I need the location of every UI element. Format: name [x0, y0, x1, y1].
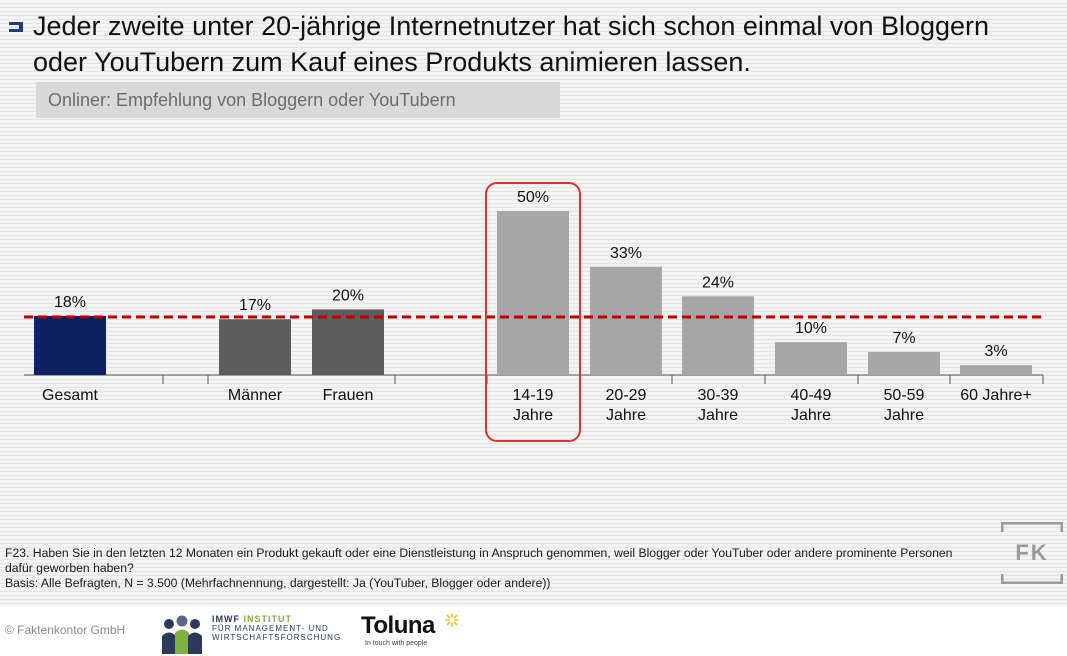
bar-3	[497, 211, 569, 375]
imwf-logo-icon	[162, 615, 202, 654]
footnote: F23. Haben Sie in den letzten 12 Monaten…	[5, 546, 965, 591]
imwf-name: IMWF	[212, 614, 244, 624]
imwf-line3: WIRTSCHAFTSFORSCHUNG	[212, 633, 342, 642]
category-label-4: 20-29 Jahre	[606, 387, 647, 424]
value-label-4: 33%	[610, 245, 642, 262]
bar-0	[34, 315, 106, 375]
footnote-basis: Basis: Alle Befragten, N = 3.500 (Mehrfa…	[5, 576, 551, 590]
category-label-8: 60 Jahre+	[960, 387, 1032, 404]
bar-5	[682, 296, 754, 375]
imwf-institut: INSTITUT	[243, 614, 292, 624]
category-label-5: 30-39 Jahre	[698, 387, 739, 424]
value-label-6: 10%	[795, 320, 827, 337]
category-label-6: 40-49 Jahre	[791, 387, 832, 424]
footer: © Faktenkontor GmbH IMWF INSTITUT FÜR MA…	[0, 606, 1067, 656]
value-label-3: 50%	[517, 189, 549, 206]
bar-7	[868, 352, 940, 375]
fk-logo-text: FK	[1015, 540, 1048, 565]
category-label-1: Männer	[228, 387, 283, 404]
highlight-box	[485, 182, 581, 442]
toluna-tagline: In touch with people	[365, 640, 428, 647]
value-label-1: 17%	[239, 297, 271, 314]
category-label-3: 14-19 Jahre	[513, 387, 554, 424]
bar-8	[960, 365, 1032, 375]
category-label-2: Frauen	[323, 387, 374, 404]
chart-panel: Jeder zweite unter 20-jährige Internetnu…	[0, 0, 1067, 606]
bar-4	[590, 266, 662, 375]
bar-chart: 18% 17% 20% 50% 33% 24% 10% 7% 3% Gesamt Männer Fra…	[24, 182, 1044, 442]
bar-2	[312, 309, 384, 375]
value-label-5: 24%	[702, 274, 734, 291]
imwf-line2: FÜR MANAGEMENT- UND	[212, 624, 329, 633]
subtitle: Onliner: Empfehlung von Bloggern oder Yo…	[36, 82, 560, 118]
value-label-8: 3%	[984, 343, 1007, 360]
value-label-7: 7%	[892, 330, 915, 347]
sun-icon	[445, 613, 459, 627]
bullet-icon	[9, 22, 23, 32]
imwf-logo-text: IMWF INSTITUT FÜR MANAGEMENT- UND WIRTSC…	[212, 614, 342, 643]
category-label-0: Gesamt	[42, 387, 99, 404]
toluna-logo: Toluna In touch with people	[361, 612, 459, 647]
copyright: © Faktenkontor GmbH	[5, 623, 126, 637]
bar-6	[775, 342, 847, 375]
faktenkontor-logo: FK	[1001, 522, 1063, 584]
bar-1	[219, 319, 291, 375]
toluna-name: Toluna	[361, 612, 435, 639]
value-label-0: 18%	[54, 294, 86, 311]
category-label-7: 50-59 Jahre	[884, 387, 925, 424]
value-label-2: 20%	[332, 287, 364, 304]
page-title: Jeder zweite unter 20-jährige Internetnu…	[33, 11, 990, 77]
footnote-question: F23. Haben Sie in den letzten 12 Monaten…	[5, 546, 953, 575]
